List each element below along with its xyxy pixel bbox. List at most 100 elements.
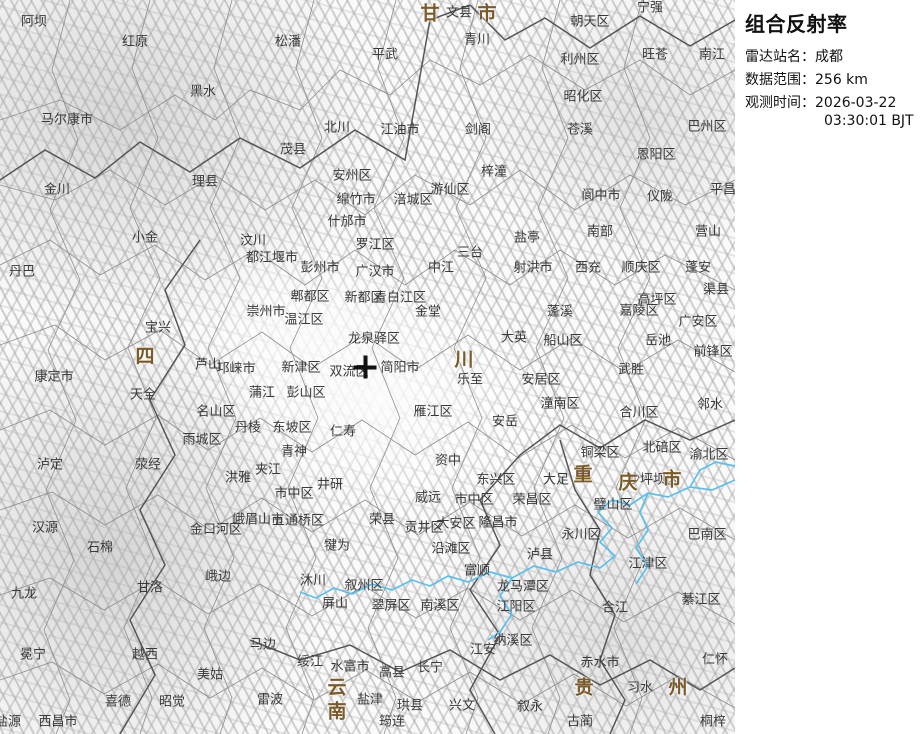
map-label: 洪雅 bbox=[224, 470, 252, 486]
province-label: 甘 bbox=[420, 2, 440, 25]
map-label: 长宁 bbox=[416, 660, 444, 676]
map-label: 西昌市 bbox=[38, 714, 78, 730]
map-label: 盐源 bbox=[0, 714, 22, 730]
province-label: 川 bbox=[454, 348, 474, 371]
data-range-value: 256 km bbox=[815, 72, 868, 88]
map-label: 威远 bbox=[414, 490, 442, 506]
radar-map-panel[interactable]: 阿坝 红原 松潘 平武 青川 文县 朝天区 宁强 利州区 旺苍 南江 昭化区 黑水 北川 江油市 剑阁 苍溪 巴州… bbox=[0, 0, 735, 734]
map-label: 江阳区 bbox=[496, 599, 536, 615]
map-label: 乐至 bbox=[456, 372, 484, 388]
map-label: 平武 bbox=[371, 47, 399, 63]
map-label: 巴南区 bbox=[687, 527, 727, 543]
map-label: 合江 bbox=[601, 600, 629, 616]
map-label: 翠屏区 bbox=[371, 598, 411, 614]
map-label: 铜梁区 bbox=[580, 445, 620, 461]
map-label: 五通桥区 bbox=[271, 513, 325, 529]
map-label: 高县 bbox=[378, 665, 406, 681]
map-label: 广安区 bbox=[678, 314, 718, 330]
map-label: 邻水 bbox=[696, 397, 724, 413]
map-label: 安岳 bbox=[491, 414, 519, 430]
map-label: 理县 bbox=[191, 174, 219, 190]
map-label: 雷波 bbox=[256, 692, 284, 708]
radar-station-value: 成都 bbox=[815, 49, 843, 65]
map-label: 沐川 bbox=[299, 573, 327, 589]
map-label: 雁江区 bbox=[413, 404, 453, 420]
map-label: 纳溪区 bbox=[493, 633, 533, 649]
map-label: 叙州区 bbox=[344, 578, 384, 594]
map-label: 江津区 bbox=[628, 556, 668, 572]
map-label: 阿坝 bbox=[20, 14, 48, 30]
map-label: 旺苍 bbox=[641, 47, 669, 63]
map-label: 阆中市 bbox=[581, 188, 621, 204]
map-label: 巴州区 bbox=[687, 119, 727, 135]
map-label: 龙泉驿区 bbox=[347, 331, 401, 347]
map-label: 高坪区 bbox=[637, 292, 677, 308]
observation-time-value: 03:30:01 BJT bbox=[824, 113, 914, 129]
map-label: 梓潼 bbox=[480, 164, 508, 180]
map-label: 昭觉 bbox=[158, 694, 186, 710]
map-label: 夹江 bbox=[254, 462, 282, 478]
map-label: 泸定 bbox=[36, 457, 64, 473]
map-label: 文县 bbox=[445, 5, 473, 21]
map-label: 蓬溪 bbox=[546, 304, 574, 320]
map-label: 崇州市 bbox=[246, 304, 286, 320]
map-label: 大安区 bbox=[436, 516, 476, 532]
map-label: 南部 bbox=[586, 224, 614, 240]
map-label: 越西 bbox=[131, 647, 159, 663]
province-label: 州 bbox=[668, 676, 688, 699]
map-label: 前锋区 bbox=[693, 344, 733, 360]
map-label: 安居区 bbox=[521, 372, 561, 388]
map-label: 蒲江 bbox=[248, 385, 276, 401]
province-label: 重 bbox=[573, 463, 593, 486]
map-label: 茂县 bbox=[279, 142, 307, 158]
map-label: 石棉 bbox=[86, 540, 114, 556]
observation-time-label: 观测时间： bbox=[745, 95, 815, 111]
map-label: 桐梓 bbox=[699, 714, 727, 730]
radar-station-row: 雷达站名：成都 bbox=[745, 46, 843, 66]
map-label: 喜德 bbox=[104, 694, 132, 710]
province-label: 贵 bbox=[574, 676, 594, 699]
map-label: 峨眉山市 bbox=[231, 512, 285, 528]
map-label: 罗江区 bbox=[355, 237, 395, 253]
map-label: 贡井区 bbox=[404, 520, 444, 536]
map-label: 丹巴 bbox=[8, 264, 36, 280]
map-label: 丹棱 bbox=[234, 420, 262, 436]
map-label: 新都区 bbox=[344, 290, 384, 306]
map-label: 什邡市 bbox=[327, 214, 367, 230]
map-label: 简阳市 bbox=[380, 360, 420, 376]
map-label: 大英 bbox=[500, 330, 528, 346]
map-label: 大足 bbox=[542, 472, 570, 488]
map-label: 市中区 bbox=[274, 486, 314, 502]
map-label: 金堂 bbox=[414, 304, 442, 320]
map-label: 剑阁 bbox=[464, 122, 492, 138]
map-label: 金川 bbox=[43, 182, 71, 198]
map-label: 东兴区 bbox=[476, 472, 516, 488]
map-label: 中江 bbox=[427, 260, 455, 276]
map-label: 营山 bbox=[694, 224, 722, 240]
map-label: 昭化区 bbox=[563, 89, 603, 105]
map-label: 顺庆区 bbox=[621, 260, 661, 276]
map-label: 渠县 bbox=[702, 282, 730, 298]
map-label: 仁寿 bbox=[329, 424, 357, 440]
map-label: 汶川 bbox=[239, 233, 267, 249]
province-label: 南 bbox=[327, 700, 347, 723]
map-label: 宁强 bbox=[636, 0, 664, 16]
map-label: 新津区 bbox=[281, 360, 321, 376]
map-label: 恩阳区 bbox=[636, 147, 676, 163]
map-label: 甘洛 bbox=[136, 580, 164, 596]
data-range-label: 数据范围： bbox=[745, 72, 815, 88]
map-label: 资中 bbox=[434, 453, 462, 469]
radar-station-marker[interactable] bbox=[353, 355, 377, 379]
map-label: 黑水 bbox=[189, 84, 217, 100]
map-label: 三台 bbox=[456, 245, 484, 261]
observation-time-row: 观测时间：2026-03-22 bbox=[745, 92, 896, 112]
product-title: 组合反射率 bbox=[745, 12, 848, 36]
map-label: 岳池 bbox=[644, 333, 672, 349]
map-label: 北碚区 bbox=[642, 440, 682, 456]
info-panel: 组合反射率 雷达站名：成都 数据范围：256 km 观测时间：2026-03-2… bbox=[736, 0, 924, 734]
map-label: 利州区 bbox=[560, 52, 600, 68]
map-label: 荥经 bbox=[134, 457, 162, 473]
map-label: 天全 bbox=[129, 387, 157, 403]
map-label: 叙永 bbox=[516, 699, 544, 715]
